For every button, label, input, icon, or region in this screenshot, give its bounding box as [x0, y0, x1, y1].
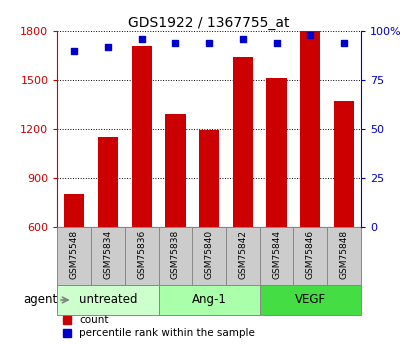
- Text: VEGF: VEGF: [294, 294, 325, 306]
- Bar: [198, 130, 219, 227]
- Bar: [98, 137, 118, 227]
- Bar: [259, 227, 293, 285]
- Bar: [57, 285, 158, 315]
- Title: GDS1922 / 1367755_at: GDS1922 / 1367755_at: [128, 16, 289, 30]
- Text: GSM75848: GSM75848: [339, 229, 348, 279]
- Text: GSM75838: GSM75838: [171, 229, 180, 279]
- Bar: [225, 227, 259, 285]
- Bar: [64, 194, 84, 227]
- Bar: [299, 31, 319, 227]
- Point: [272, 40, 279, 46]
- Point: [104, 44, 111, 49]
- Text: GSM75548: GSM75548: [70, 229, 79, 279]
- Bar: [165, 114, 185, 227]
- Text: Ang-1: Ang-1: [191, 294, 226, 306]
- Point: [306, 32, 313, 38]
- Text: GSM75836: GSM75836: [137, 229, 146, 279]
- Bar: [131, 46, 151, 227]
- Text: GSM75842: GSM75842: [238, 229, 247, 278]
- Bar: [259, 285, 360, 315]
- Bar: [232, 57, 252, 227]
- Text: GSM75844: GSM75844: [271, 229, 280, 278]
- Bar: [124, 227, 158, 285]
- Bar: [293, 227, 326, 285]
- Point: [205, 40, 212, 46]
- Point: [340, 40, 346, 46]
- Point: [239, 36, 245, 42]
- Bar: [158, 227, 192, 285]
- Bar: [326, 227, 360, 285]
- Bar: [158, 285, 259, 315]
- Text: GSM75834: GSM75834: [103, 229, 112, 279]
- Bar: [266, 78, 286, 227]
- Text: agent: agent: [23, 294, 58, 306]
- Bar: [333, 101, 353, 227]
- Text: GSM75840: GSM75840: [204, 229, 213, 279]
- Text: GSM75846: GSM75846: [305, 229, 314, 279]
- Point: [172, 40, 178, 46]
- Point: [71, 48, 77, 53]
- Text: untreated: untreated: [79, 294, 137, 306]
- Bar: [192, 227, 225, 285]
- Bar: [91, 227, 124, 285]
- Legend: count, percentile rank within the sample: count, percentile rank within the sample: [63, 315, 254, 338]
- Point: [138, 36, 145, 42]
- Bar: [57, 227, 91, 285]
